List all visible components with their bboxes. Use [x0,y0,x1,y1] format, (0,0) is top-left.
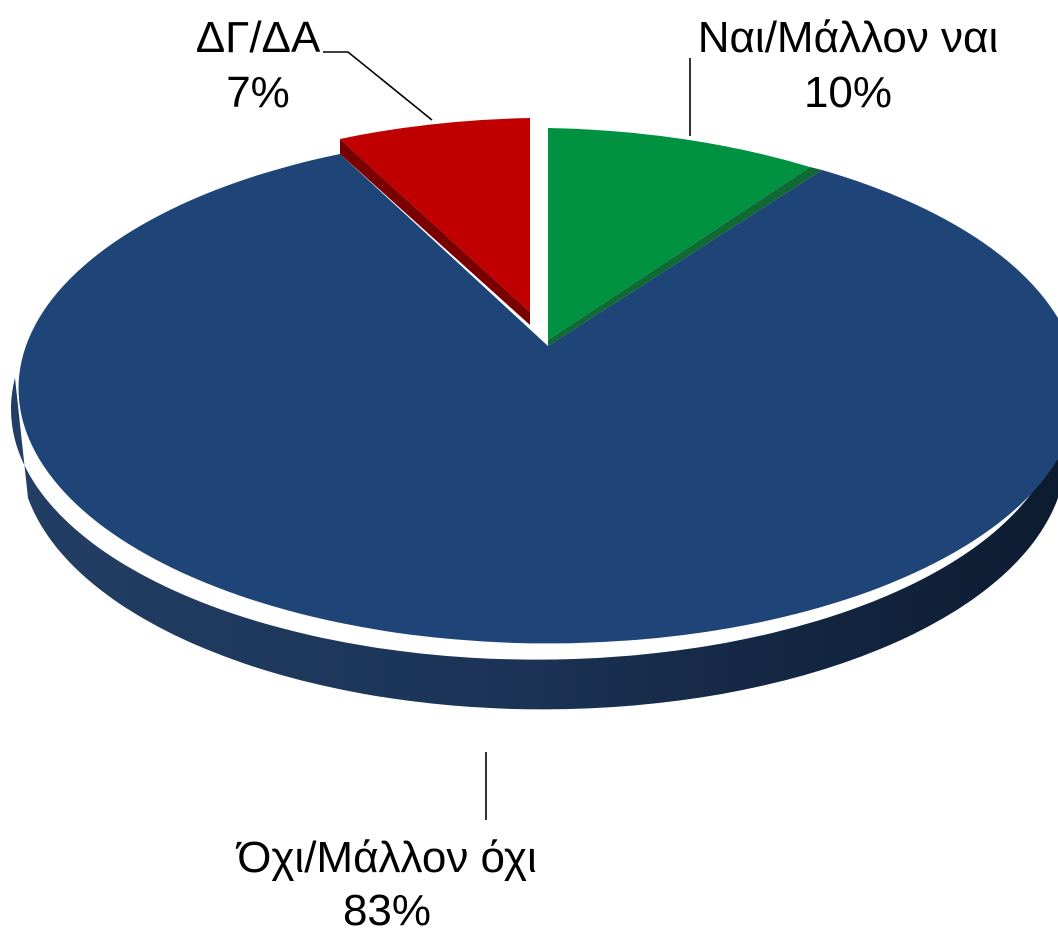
slice-label-nai: Ναι/Μάλλον ναι [698,13,999,62]
pie-slice-side-nai [548,167,822,346]
slice-value-nai: 10% [804,68,892,117]
pie-slice-dgda [340,118,530,312]
slice-label-dgda: ΔΓ/ΔΑ [196,13,321,62]
pie-slice-side-ochi [11,378,1058,710]
slice-label-ochi: Όχι/Μάλλον όχι [235,833,536,882]
slice-value-ochi: 83% [343,886,431,932]
pie-slice-nai [548,128,810,340]
pie-slice-side-dgda [340,139,530,325]
pie-slice-ochi [18,154,1058,644]
slice-value-dgda: 7% [226,68,290,117]
leader-line-dgda [323,51,433,121]
